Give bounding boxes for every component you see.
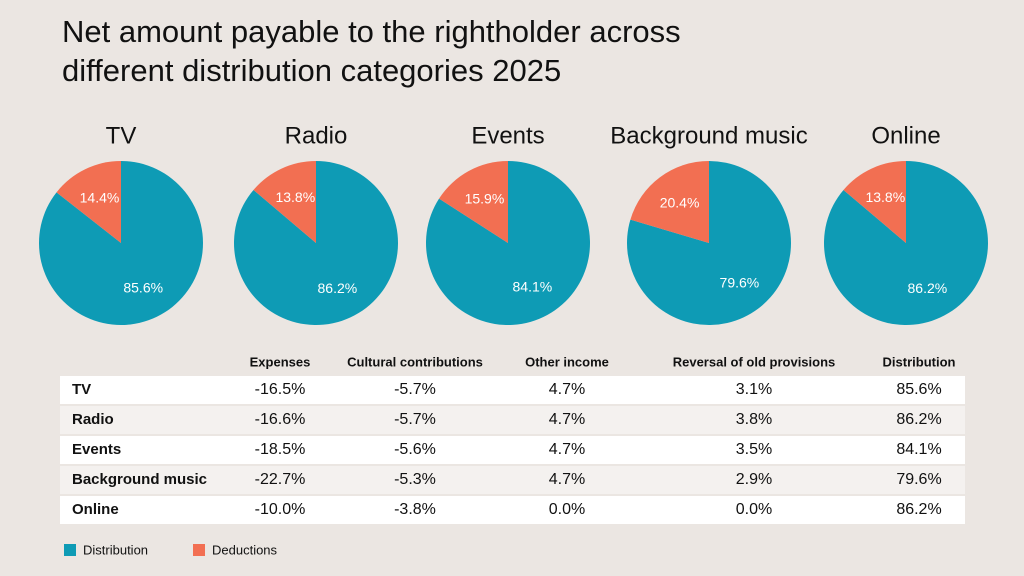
title-line: different distribution categories 2025 — [62, 53, 561, 88]
table-cell: -16.5% — [255, 381, 306, 398]
table-cell: 85.6% — [896, 381, 941, 398]
table-row — [60, 436, 965, 464]
table-cell: 0.0% — [736, 501, 772, 518]
pie-slice — [253, 161, 316, 243]
pie-title: TV — [106, 122, 137, 149]
table-row — [60, 496, 965, 524]
data-label: 13.8% — [275, 189, 315, 205]
pie-slice — [824, 161, 988, 325]
data-label: 79.6% — [720, 274, 760, 290]
column-header: Distribution — [883, 354, 956, 369]
legend-swatch — [193, 544, 205, 556]
pie-title: Radio — [285, 122, 348, 149]
table-cell: 3.5% — [736, 441, 772, 458]
table-cell: -16.6% — [255, 411, 306, 428]
table-cell: 4.7% — [549, 411, 585, 428]
pie-title: Background music — [610, 122, 807, 149]
table-cell: 4.7% — [549, 441, 585, 458]
data-label: 14.4% — [80, 189, 120, 205]
table-row — [60, 376, 965, 404]
data-label: 84.1% — [513, 278, 553, 294]
pie-title: Online — [871, 122, 940, 149]
table-cell: -5.7% — [394, 411, 436, 428]
pie-slice — [439, 161, 508, 243]
table-cell: 84.1% — [896, 441, 941, 458]
column-header: Cultural contributions — [347, 354, 483, 369]
table-cell: 86.2% — [896, 411, 941, 428]
legend-swatch — [64, 544, 76, 556]
pie-slice — [234, 161, 398, 326]
data-label: 15.9% — [465, 191, 505, 207]
table-cell: -5.7% — [394, 381, 436, 398]
table-cell: -10.0% — [255, 501, 306, 518]
table-cell: 0.0% — [549, 501, 585, 518]
legend-label: Distribution — [83, 542, 148, 557]
data-label: 86.2% — [318, 280, 358, 296]
row-label: Events — [72, 441, 121, 458]
table-cell: 4.7% — [549, 471, 585, 488]
data-label: 86.2% — [908, 280, 948, 296]
chart-title: Net amount payable to the rightholder ac… — [62, 14, 681, 88]
table-cell: 2.9% — [736, 471, 772, 488]
pie-title: Events — [471, 122, 544, 149]
table-row — [60, 466, 965, 494]
legend-label: Deductions — [212, 542, 278, 557]
column-header: Other income — [525, 354, 609, 369]
table-cell: -22.7% — [255, 471, 306, 488]
table-cell: -18.5% — [255, 441, 306, 458]
table-row — [60, 406, 965, 434]
data-label: 20.4% — [660, 194, 700, 210]
data-label: 85.6% — [123, 279, 163, 295]
pie-slice — [56, 161, 121, 243]
pie-slice — [630, 161, 709, 243]
table-cell: 3.1% — [736, 381, 772, 398]
column-header: Reversal of old provisions — [673, 354, 836, 369]
table-cell: -3.8% — [394, 501, 436, 518]
row-label: Online — [72, 501, 119, 518]
pie-slice — [626, 161, 791, 326]
table-cell: 3.8% — [736, 411, 772, 428]
row-label: Background music — [72, 471, 207, 488]
table-cell: 86.2% — [896, 501, 941, 518]
column-header: Expenses — [250, 354, 311, 369]
pie-slice — [426, 161, 590, 326]
table-cell: 4.7% — [549, 381, 585, 398]
data-label: 13.8% — [865, 189, 905, 205]
pie-slice — [843, 161, 906, 243]
table-cell: -5.6% — [394, 441, 436, 458]
row-label: Radio — [72, 411, 114, 428]
row-label: TV — [72, 381, 91, 398]
title-line: Net amount payable to the rightholder ac… — [62, 14, 681, 49]
table-cell: -5.3% — [394, 471, 436, 488]
pie-slice — [38, 161, 203, 325]
table-cell: 79.6% — [896, 471, 941, 488]
